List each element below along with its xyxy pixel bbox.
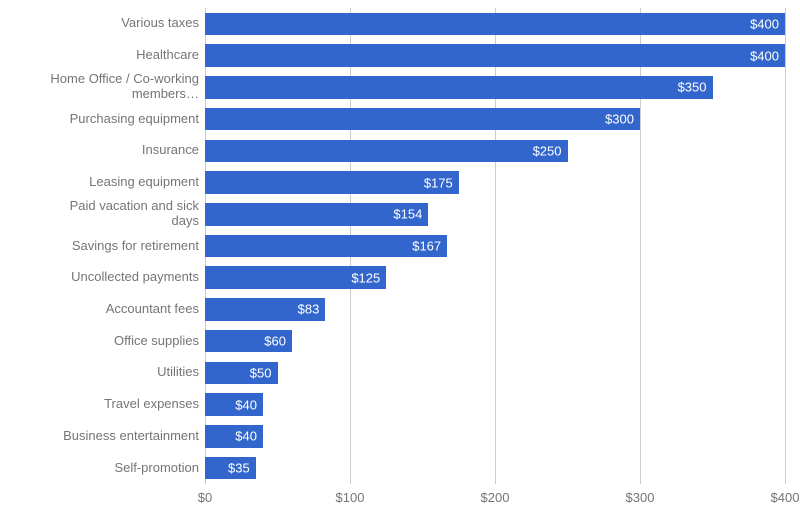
expenses-bar-chart: $0$100$200$300$400Various taxes$400Healt… (0, 0, 800, 516)
category-label: Self-promotion (39, 457, 205, 480)
bar (205, 108, 640, 131)
category-label: Utilities (39, 362, 205, 385)
x-tick-label: $100 (336, 490, 365, 505)
value-label: $35 (228, 461, 250, 476)
bar-row: Accountant fees$83 (205, 298, 785, 321)
x-tick-label: $0 (198, 490, 212, 505)
category-label: Savings for retirement (39, 235, 205, 258)
category-label: Uncollected payments (39, 266, 205, 289)
plot-area: $0$100$200$300$400Various taxes$400Healt… (205, 8, 785, 484)
bar (205, 76, 713, 99)
bar-row: Healthcare$400 (205, 44, 785, 67)
bar-row: Self-promotion$35 (205, 457, 785, 480)
value-label: $83 (298, 302, 320, 317)
category-label: Home Office / Co-working members… (39, 76, 205, 99)
category-label: Insurance (39, 140, 205, 163)
value-label: $40 (235, 429, 257, 444)
bar-row: Paid vacation and sick days$154 (205, 203, 785, 226)
bar-row: Savings for retirement$167 (205, 235, 785, 258)
bar-row: Travel expenses$40 (205, 393, 785, 416)
value-label: $400 (750, 16, 779, 31)
category-label: Leasing equipment (39, 171, 205, 194)
value-label: $250 (533, 143, 562, 158)
bar-row: Various taxes$400 (205, 13, 785, 36)
value-label: $125 (351, 270, 380, 285)
category-label: Purchasing equipment (39, 108, 205, 131)
value-label: $50 (250, 365, 272, 380)
value-label: $175 (424, 175, 453, 190)
bar-row: Utilities$50 (205, 362, 785, 385)
category-label: Business entertainment (39, 425, 205, 448)
category-label: Office supplies (39, 330, 205, 353)
bar-row: Uncollected payments$125 (205, 266, 785, 289)
bar (205, 171, 459, 194)
category-label: Accountant fees (39, 298, 205, 321)
category-label: Healthcare (39, 44, 205, 67)
value-label: $350 (678, 80, 707, 95)
value-label: $40 (235, 397, 257, 412)
x-tick-label: $300 (626, 490, 655, 505)
x-tick-label: $400 (771, 490, 800, 505)
category-label: Various taxes (39, 13, 205, 36)
bar-row: Business entertainment$40 (205, 425, 785, 448)
value-label: $167 (412, 238, 441, 253)
bar-row: Office supplies$60 (205, 330, 785, 353)
value-label: $300 (605, 112, 634, 127)
value-label: $154 (393, 207, 422, 222)
bar (205, 44, 785, 67)
bar (205, 13, 785, 36)
bar (205, 235, 447, 258)
category-label: Paid vacation and sick days (39, 203, 205, 226)
bar-row: Leasing equipment$175 (205, 171, 785, 194)
bar (205, 140, 568, 163)
gridline (785, 8, 786, 484)
bar-row: Home Office / Co-working members…$350 (205, 76, 785, 99)
value-label: $400 (750, 48, 779, 63)
bar-row: Purchasing equipment$300 (205, 108, 785, 131)
x-tick-label: $200 (481, 490, 510, 505)
bar-row: Insurance$250 (205, 140, 785, 163)
value-label: $60 (264, 334, 286, 349)
category-label: Travel expenses (39, 393, 205, 416)
